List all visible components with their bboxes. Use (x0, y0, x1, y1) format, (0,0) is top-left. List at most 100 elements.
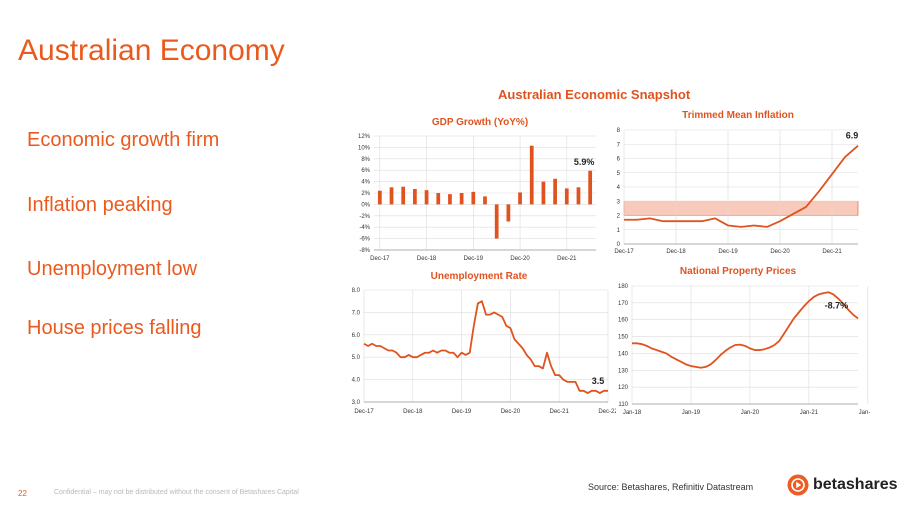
source-note: Source: Betashares, Refinitiv Datastream (588, 482, 754, 492)
bullet-house-prices: House prices falling (27, 317, 202, 339)
gdp-bar (389, 187, 394, 205)
gdp-y-tick-label: -4% (359, 225, 370, 231)
property-chart: National Property Prices 110 120 130 140 150 1… (606, 264, 870, 424)
gdp-x-tick-label: Dec-20 (510, 256, 530, 262)
gdp-bar (529, 145, 534, 205)
confidential-notice: Confidential – may not be distributed wi… (54, 489, 299, 496)
gdp-x-tick-label: Dec-17 (370, 256, 390, 262)
gdp-chart-svg: GDP Growth (YoY%) 12% 10% 8% 6% 4% 2% 0% -2% -4% -… (358, 117, 596, 262)
inflation-series-line (624, 144, 859, 228)
unemployment-y-tick-label: 3.0 (352, 400, 361, 406)
snapshot-title: Australian Economic Snapshot (498, 87, 691, 102)
property-y-tick-label: 150 (618, 335, 629, 341)
unemployment-series-line (363, 300, 608, 394)
gdp-y-tick-label: 4% (361, 180, 370, 186)
inflation-y-tick-label: 4 (617, 185, 621, 191)
gdp-y-tick-label: 12% (358, 134, 371, 140)
property-y-tick-label: 180 (618, 284, 629, 290)
bullet-growth: Economic growth firm (27, 129, 220, 151)
gdp-y-tick-label: 2% (361, 191, 370, 197)
inflation-y-tick-label: 7 (617, 142, 621, 148)
property-title: National Property Prices (680, 266, 797, 277)
gdp-bar (448, 194, 452, 205)
inflation-chart-svg: Trimmed Mean Inflation 0 1 2 3 4 5 6 7 8 Dec-17 Dec… (614, 110, 859, 255)
inflation-y-tick-label: 5 (617, 171, 621, 177)
property-chart-svg: National Property Prices 110 120 130 140 150 1… (618, 266, 870, 416)
page-number: 22 (18, 489, 27, 498)
unemployment-y-tick-label: 6.0 (352, 333, 361, 339)
gdp-x-tick-label: Dec-19 (464, 256, 484, 262)
inflation-chart: Trimmed Mean Inflation 0 1 2 3 4 5 6 7 8 Dec-17 Dec… (606, 106, 870, 261)
gdp-bar (424, 190, 429, 205)
gdp-bar (471, 191, 476, 205)
property-annotation: -8.7% (825, 300, 849, 310)
gdp-bar (494, 204, 499, 239)
slide-title: Australian Economy (18, 34, 285, 67)
property-x-tick-label: Jan-20 (741, 410, 760, 416)
inflation-x-tick-label: Dec-20 (770, 249, 790, 255)
unemployment-y-tick-label: 7.0 (352, 310, 361, 316)
betashares-logo: betashares (787, 474, 898, 496)
gdp-x-tick-label: Dec-21 (557, 256, 577, 262)
property-series-line (632, 291, 859, 369)
bullet-unemployment: Unemployment low (27, 258, 198, 280)
gdp-bar (564, 188, 569, 205)
gdp-y-tick-label: 8% (361, 157, 370, 163)
gdp-bar (436, 193, 441, 205)
property-y-tick-label: 170 (618, 301, 629, 307)
logo-text: betashares (813, 476, 898, 493)
inflation-y-tick-label: 3 (617, 199, 621, 205)
inflation-y-tick-label: 2 (617, 214, 621, 220)
unemployment-x-tick-label: Dec-20 (501, 409, 521, 415)
gdp-bar (588, 170, 593, 205)
unemployment-title: Unemployment Rate (431, 271, 528, 282)
gdp-y-tick-label: 6% (361, 168, 370, 174)
bullet-inflation: Inflation peaking (27, 194, 173, 216)
logo-play-icon (787, 474, 809, 496)
inflation-x-tick-label: Dec-17 (614, 249, 634, 255)
gdp-bar (459, 193, 464, 205)
inflation-y-tick-label: 6 (617, 157, 621, 163)
gdp-bar (413, 189, 417, 205)
property-x-tick-label: Jan-22 (859, 410, 870, 416)
inflation-y-tick-label: 1 (617, 228, 621, 234)
property-x-tick-label: Jan-19 (682, 410, 701, 416)
unemployment-y-tick-label: 5.0 (352, 355, 361, 361)
property-y-tick-label: 130 (618, 368, 629, 374)
gdp-bar (483, 196, 487, 205)
inflation-annotation: 6.9 (846, 131, 859, 141)
gdp-y-tick-label: -6% (359, 237, 370, 243)
property-y-tick-label: 110 (618, 402, 628, 408)
unemployment-annotation: 3.5 (592, 376, 605, 386)
gdp-x-tick-label: Dec-18 (417, 256, 437, 262)
unemployment-x-tick-label: Dec-17 (354, 409, 374, 415)
gdp-annotation: 5.9% (574, 157, 595, 167)
unemployment-chart-svg: Unemployment Rate 3.0 4.0 5.0 6.0 7.0 8.0 Dec-1… (352, 271, 616, 415)
unemployment-x-tick-label: Dec-18 (403, 409, 423, 415)
inflation-target-band (623, 200, 859, 216)
gdp-bar (541, 181, 546, 205)
gdp-chart: GDP Growth (YoY%) 12% 10% 8% 6% 4% 2% 0% -2% -4% -… (340, 112, 610, 267)
gdp-bar (401, 186, 406, 205)
inflation-x-tick-label: Dec-21 (822, 249, 842, 255)
gdp-bar (576, 187, 581, 205)
gdp-y-tick-label: -8% (359, 248, 370, 254)
unemployment-chart: Unemployment Rate 3.0 4.0 5.0 6.0 7.0 8.0 Dec-1… (340, 266, 616, 421)
property-y-tick-label: 140 (618, 351, 629, 357)
inflation-y-tick-label: 0 (617, 242, 621, 248)
gdp-bar (518, 192, 522, 205)
unemployment-y-tick-label: 4.0 (352, 378, 361, 384)
gdp-bar (377, 190, 382, 205)
gdp-bar (553, 178, 557, 205)
property-y-tick-label: 160 (618, 318, 629, 324)
gdp-y-tick-label: 0% (361, 202, 370, 208)
inflation-y-tick-label: 8 (617, 128, 621, 134)
gdp-title: GDP Growth (YoY%) (432, 117, 528, 128)
unemployment-y-tick-label: 8.0 (352, 288, 361, 294)
inflation-x-tick-label: Dec-19 (718, 249, 738, 255)
unemployment-x-tick-label: Dec-19 (452, 409, 472, 415)
gdp-bar (506, 204, 511, 222)
property-y-tick-label: 120 (618, 385, 629, 391)
gdp-y-tick-label: -2% (359, 214, 370, 220)
property-x-tick-label: Jan-18 (623, 410, 642, 416)
